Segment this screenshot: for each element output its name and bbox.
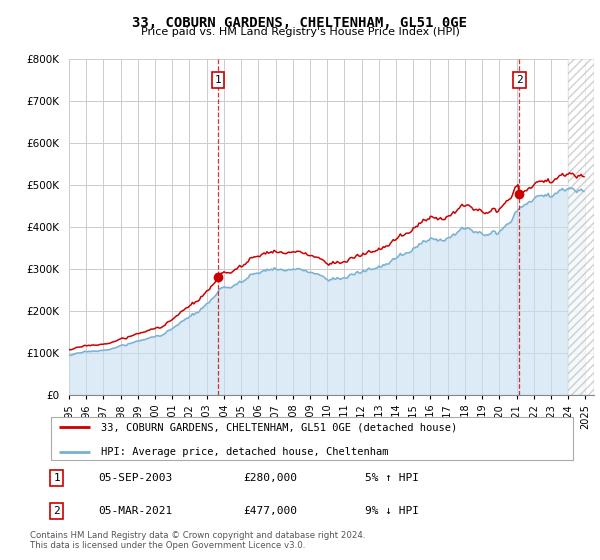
Text: 33, COBURN GARDENS, CHELTENHAM, GL51 0GE: 33, COBURN GARDENS, CHELTENHAM, GL51 0GE xyxy=(133,16,467,30)
Text: 9% ↓ HPI: 9% ↓ HPI xyxy=(365,506,419,516)
Text: 2: 2 xyxy=(53,506,60,516)
Text: Contains HM Land Registry data © Crown copyright and database right 2024.: Contains HM Land Registry data © Crown c… xyxy=(30,531,365,540)
Text: 33, COBURN GARDENS, CHELTENHAM, GL51 0GE (detached house): 33, COBURN GARDENS, CHELTENHAM, GL51 0GE… xyxy=(101,422,457,432)
Text: 05-MAR-2021: 05-MAR-2021 xyxy=(98,506,172,516)
Text: Price paid vs. HM Land Registry's House Price Index (HPI): Price paid vs. HM Land Registry's House … xyxy=(140,27,460,37)
Text: £280,000: £280,000 xyxy=(244,473,298,483)
Text: This data is licensed under the Open Government Licence v3.0.: This data is licensed under the Open Gov… xyxy=(30,541,305,550)
FancyBboxPatch shape xyxy=(50,417,574,460)
Text: 5% ↑ HPI: 5% ↑ HPI xyxy=(365,473,419,483)
Text: £477,000: £477,000 xyxy=(244,506,298,516)
Text: 1: 1 xyxy=(53,473,60,483)
Text: 2: 2 xyxy=(516,75,523,85)
Text: 1: 1 xyxy=(215,75,221,85)
Text: HPI: Average price, detached house, Cheltenham: HPI: Average price, detached house, Chel… xyxy=(101,446,388,456)
Text: 05-SEP-2003: 05-SEP-2003 xyxy=(98,473,172,483)
